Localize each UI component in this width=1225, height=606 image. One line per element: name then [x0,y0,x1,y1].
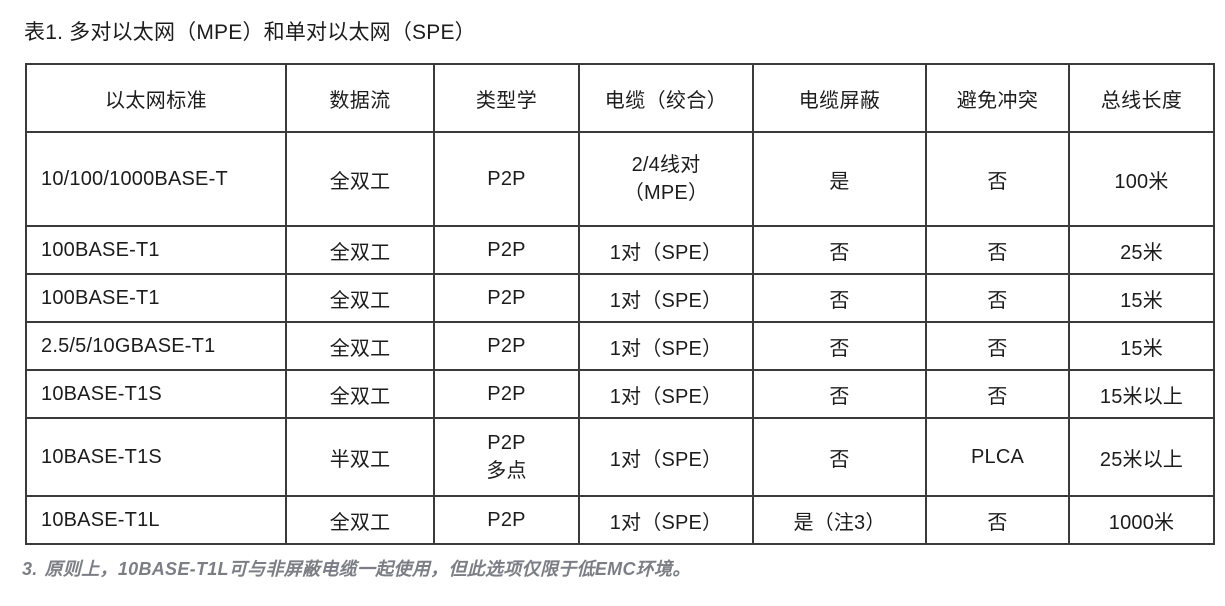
column-header-topology: 类型学 [433,63,580,133]
cell-topology: P2P [433,321,580,371]
cell-cable-shielding: 是 [752,131,927,227]
cell-cable-twisted: 1对（SPE） [578,495,754,545]
cell-cable-shielding: 否 [752,369,927,419]
cell-ethernet-standard: 2.5/5/10GBASE-T1 [25,321,287,371]
table-row: 100BASE-T1 全双工 P2P 1对（SPE） 否 否 25米 [25,225,1215,275]
cell-collision-avoidance: 否 [925,321,1070,371]
footnote-text: 原则上，10BASE-T1L可与非屏蔽电缆一起使用，但此选项仅限于低EMC环境。 [44,559,691,579]
column-header-ethernet-standard: 以太网标准 [25,63,287,133]
cell-data-flow: 全双工 [285,369,435,419]
cell-data-flow: 半双工 [285,417,435,497]
cell-cable-twisted: 1对（SPE） [578,321,754,371]
cell-bus-length: 15米以上 [1068,369,1215,419]
cell-data-flow: 全双工 [285,131,435,227]
cell-bus-length: 25米以上 [1068,417,1215,497]
cell-topology: P2P [433,369,580,419]
table-row: 10BASE-T1S 半双工 P2P 多点 1对（SPE） 否 PLCA 25米… [25,417,1215,497]
cell-ethernet-standard: 10/100/1000BASE-T [25,131,287,227]
cell-bus-length: 1000米 [1068,495,1215,545]
cell-topology-line-1: P2P [487,431,526,454]
cell-ethernet-standard: 100BASE-T1 [25,273,287,323]
ethernet-standards-table: 以太网标准 数据流 类型学 电缆（绞合） 电缆屏蔽 避免冲突 总线长度 10/1… [25,63,1215,545]
cell-ethernet-standard: 10BASE-T1S [25,417,287,497]
footnote-number: 3. [22,559,38,579]
cell-cable-shielding: 否 [752,321,927,371]
page-title: 表1. 多对以太网（MPE）和单对以太网（SPE） [24,21,476,44]
cell-bus-length: 25米 [1068,225,1215,275]
cell-topology-line-2: 多点 [486,460,527,482]
cell-cable-twisted: 1对（SPE） [578,417,754,497]
cell-bus-length: 100米 [1068,131,1215,227]
cell-cable-shielding: 否 [752,225,927,275]
cell-collision-avoidance: 否 [925,369,1070,419]
column-header-collision-avoidance: 避免冲突 [925,63,1070,133]
cell-topology: P2P [433,131,580,227]
cell-bus-length: 15米 [1068,321,1215,371]
cell-cable-shielding: 否 [752,417,927,497]
footnote: 3. 原则上，10BASE-T1L可与非屏蔽电缆一起使用，但此选项仅限于低EMC环… [22,556,691,582]
cell-ethernet-standard: 10BASE-T1L [25,495,287,545]
cell-bus-length: 15米 [1068,273,1215,323]
column-header-cable-shielding: 电缆屏蔽 [752,63,927,133]
cell-cable-line-1: 2/4线对 [631,153,701,176]
table-row: 100BASE-T1 全双工 P2P 1对（SPE） 否 否 15米 [25,273,1215,323]
cell-ethernet-standard: 100BASE-T1 [25,225,287,275]
cell-cable-shielding: 否 [752,273,927,323]
cell-topology: P2P [433,225,580,275]
cell-cable-twisted: 1对（SPE） [578,225,754,275]
cell-topology: P2P 多点 [433,417,580,497]
column-header-data-flow: 数据流 [285,63,435,133]
table-body: 10/100/1000BASE-T 全双工 P2P 2/4线对 （MPE） 是 … [25,131,1215,545]
cell-data-flow: 全双工 [285,225,435,275]
cell-cable-line-2: （MPE） [623,182,709,204]
cell-topology: P2P [433,273,580,323]
cell-data-flow: 全双工 [285,321,435,371]
cell-collision-avoidance: 否 [925,273,1070,323]
cell-cable-twisted: 2/4线对 （MPE） [578,131,754,227]
cell-collision-avoidance: PLCA [925,417,1070,497]
table-row: 2.5/5/10GBASE-T1 全双工 P2P 1对（SPE） 否 否 15米 [25,321,1215,371]
column-header-cable-twisted: 电缆（绞合） [578,63,754,133]
table-row: 10BASE-T1S 全双工 P2P 1对（SPE） 否 否 15米以上 [25,369,1215,419]
cell-topology: P2P [433,495,580,545]
cell-collision-avoidance: 否 [925,225,1070,275]
cell-data-flow: 全双工 [285,495,435,545]
column-header-bus-length: 总线长度 [1068,63,1215,133]
cell-collision-avoidance: 否 [925,495,1070,545]
table-row: 10/100/1000BASE-T 全双工 P2P 2/4线对 （MPE） 是 … [25,131,1215,227]
cell-collision-avoidance: 否 [925,131,1070,227]
cell-cable-shielding: 是（注3） [752,495,927,545]
cell-ethernet-standard: 10BASE-T1S [25,369,287,419]
cell-cable-twisted: 1对（SPE） [578,273,754,323]
table-header-row: 以太网标准 数据流 类型学 电缆（绞合） 电缆屏蔽 避免冲突 总线长度 [25,63,1215,133]
table-header: 以太网标准 数据流 类型学 电缆（绞合） 电缆屏蔽 避免冲突 总线长度 [25,63,1215,133]
cell-data-flow: 全双工 [285,273,435,323]
cell-cable-twisted: 1对（SPE） [578,369,754,419]
table-row: 10BASE-T1L 全双工 P2P 1对（SPE） 是（注3） 否 1000米 [25,495,1215,545]
